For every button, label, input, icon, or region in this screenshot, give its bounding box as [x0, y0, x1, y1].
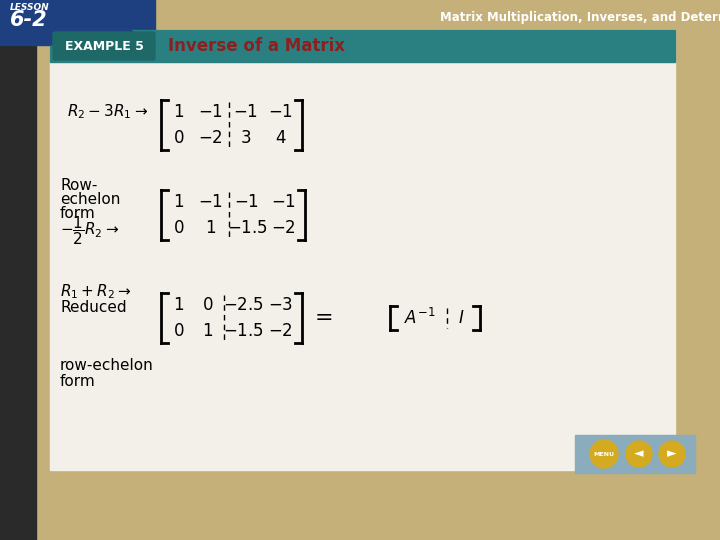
Text: $R_2 - 3R_1\rightarrow$: $R_2 - 3R_1\rightarrow$ — [67, 103, 148, 122]
Text: EXAMPLE 5: EXAMPLE 5 — [65, 39, 143, 52]
Text: Row-: Row- — [60, 178, 97, 192]
Bar — [0, 0, 36, 540]
Circle shape — [626, 441, 652, 467]
Text: $-2$: $-2$ — [268, 322, 293, 340]
Text: $-2.5$: $-2.5$ — [222, 296, 264, 314]
Text: $R_1 + R_2\rightarrow$: $R_1 + R_2\rightarrow$ — [60, 282, 131, 301]
Text: ►: ► — [667, 448, 677, 461]
Bar — [575, 435, 695, 473]
Text: $-1$: $-1$ — [198, 193, 223, 211]
Text: $1$: $1$ — [205, 219, 216, 237]
Text: $-1.5$: $-1.5$ — [227, 219, 267, 237]
Text: $I$: $I$ — [458, 309, 464, 327]
Polygon shape — [0, 30, 155, 45]
Text: $A^{-1}$: $A^{-1}$ — [404, 308, 436, 328]
Text: $-1.5$: $-1.5$ — [222, 322, 264, 340]
Text: $1$: $1$ — [174, 296, 184, 314]
FancyBboxPatch shape — [53, 32, 155, 60]
Bar — [0, 0, 145, 30]
Bar — [0, 0, 155, 45]
Text: $-1$: $-1$ — [235, 193, 259, 211]
Text: echelon: echelon — [60, 192, 120, 206]
Text: 6-2: 6-2 — [10, 10, 48, 30]
Text: $-1$: $-1$ — [198, 103, 223, 121]
Text: $4$: $4$ — [275, 129, 287, 147]
Text: $-2$: $-2$ — [198, 129, 223, 147]
Circle shape — [659, 441, 685, 467]
Text: $0$: $0$ — [202, 296, 214, 314]
Text: $-3$: $-3$ — [268, 296, 293, 314]
Text: $-1$: $-1$ — [233, 103, 258, 121]
Text: $0$: $0$ — [174, 129, 185, 147]
Text: $-1$: $-1$ — [271, 193, 296, 211]
Text: Reduced: Reduced — [60, 300, 127, 315]
Text: Inverse of a Matrix: Inverse of a Matrix — [168, 37, 345, 55]
Text: form: form — [60, 206, 96, 220]
Text: $-1$: $-1$ — [268, 103, 293, 121]
Text: $0$: $0$ — [174, 219, 185, 237]
Text: $-2$: $-2$ — [271, 219, 296, 237]
Text: MENU: MENU — [593, 451, 615, 456]
Text: ◄: ◄ — [634, 448, 644, 461]
Text: $0$: $0$ — [174, 322, 185, 340]
Text: Matrix Multiplication, Inverses, and Determinants: Matrix Multiplication, Inverses, and Det… — [440, 10, 720, 24]
Bar — [50, 30, 675, 62]
Text: row-echelon: row-echelon — [60, 357, 154, 373]
Text: $1$: $1$ — [202, 322, 214, 340]
Text: =: = — [315, 308, 333, 328]
Circle shape — [590, 440, 618, 468]
Text: $3$: $3$ — [240, 129, 251, 147]
Text: form: form — [60, 375, 96, 389]
Text: LESSON: LESSON — [10, 3, 50, 11]
Bar — [0, 0, 720, 30]
Bar — [50, 30, 675, 470]
Text: $1$: $1$ — [174, 103, 184, 121]
Text: $-\dfrac{1}{2}R_2\rightarrow$: $-\dfrac{1}{2}R_2\rightarrow$ — [60, 214, 120, 247]
Text: $1$: $1$ — [174, 193, 184, 211]
